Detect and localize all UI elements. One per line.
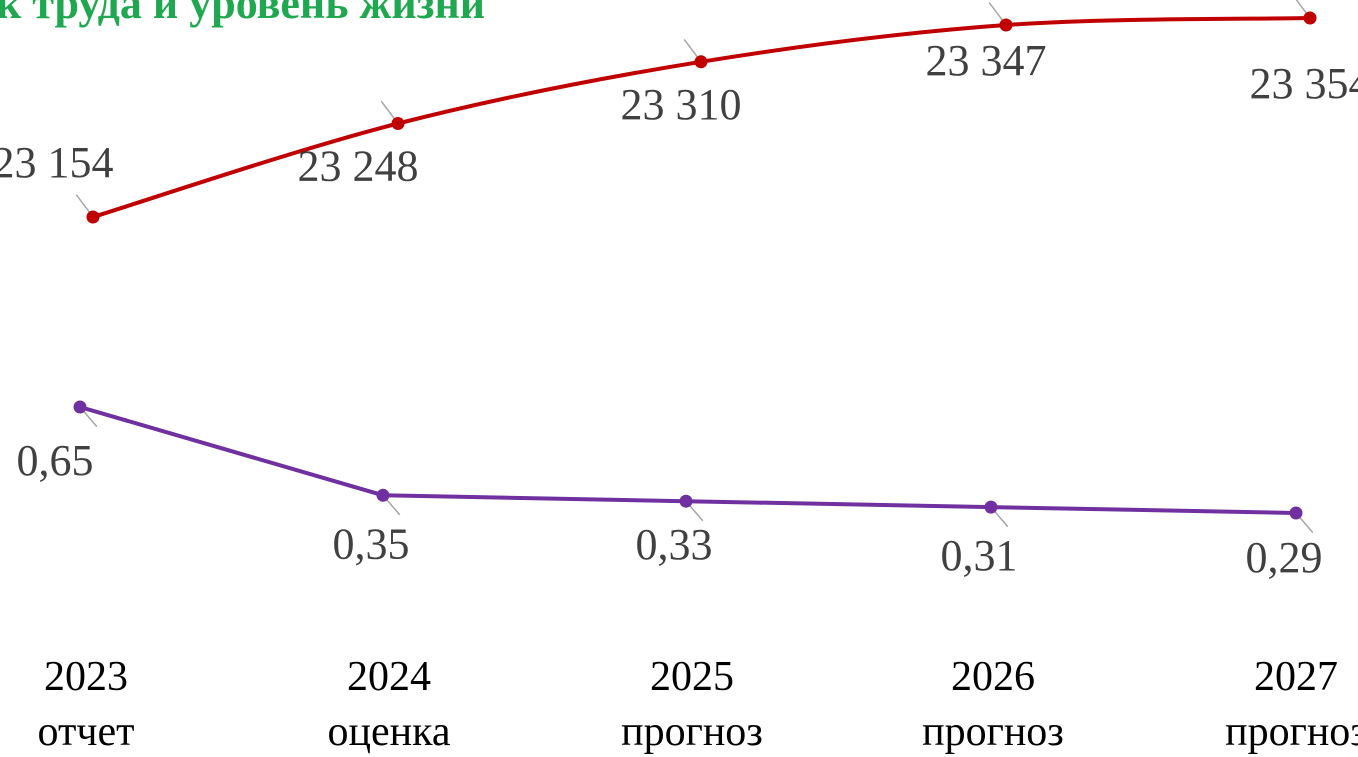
series-2-point [376,488,390,502]
series-2-data-label: 0,29 [1246,533,1323,582]
series-2-point [73,400,87,414]
series-1-leader-line [683,38,700,60]
series-1-data-label: 23 347 [926,36,1047,85]
series-2-data-label: 0,35 [333,519,410,568]
x-tick-label-kind: прогноз [1225,709,1358,755]
x-tick-label-year: 2024 [347,654,431,700]
series-1-data-label: 23 154 [0,138,114,187]
series-2-data-label: 0,65 [17,436,94,485]
series-2-point [679,494,693,508]
x-tick-label-year: 2026 [951,654,1035,700]
series-1-point [694,55,708,69]
series-2-data-label: 0,33 [636,520,713,569]
x-tick-label-kind: прогноз [621,709,763,755]
series-2-leader-line [81,409,98,428]
series-2-leader-line [992,509,1009,528]
series-1-data-label: 23 354 [1250,59,1358,108]
series-1-point [999,18,1013,32]
x-tick-label-year: 2027 [1254,654,1338,700]
series-2-leader-line [384,497,401,516]
x-tick-label-kind: прогноз [922,709,1064,755]
series-1-data-label: 23 248 [298,142,419,191]
x-tick-label-kind: отчет [38,709,135,755]
series-1-leader-line [1295,0,1309,16]
series-2-point [984,500,998,514]
x-tick-label-kind: оценка [327,709,450,755]
series-2-leader-line [1297,515,1314,534]
series-2-point [1289,506,1303,520]
series-2-leader-line [687,503,704,522]
series-1-leader-line [988,2,1005,23]
chart-title: к труда и уровень жизни [0,0,486,28]
series-1-point [86,210,100,224]
series-2-data-label: 0,31 [941,531,1018,580]
series-1-data-label: 23 310 [621,80,742,129]
series-1-leader-line [75,194,92,215]
x-tick-label-year: 2025 [650,654,734,700]
series-1-point [391,117,405,130]
series-1-leader-line [380,100,397,121]
series-1-point [1303,11,1317,25]
x-tick-label-year: 2023 [44,654,128,700]
